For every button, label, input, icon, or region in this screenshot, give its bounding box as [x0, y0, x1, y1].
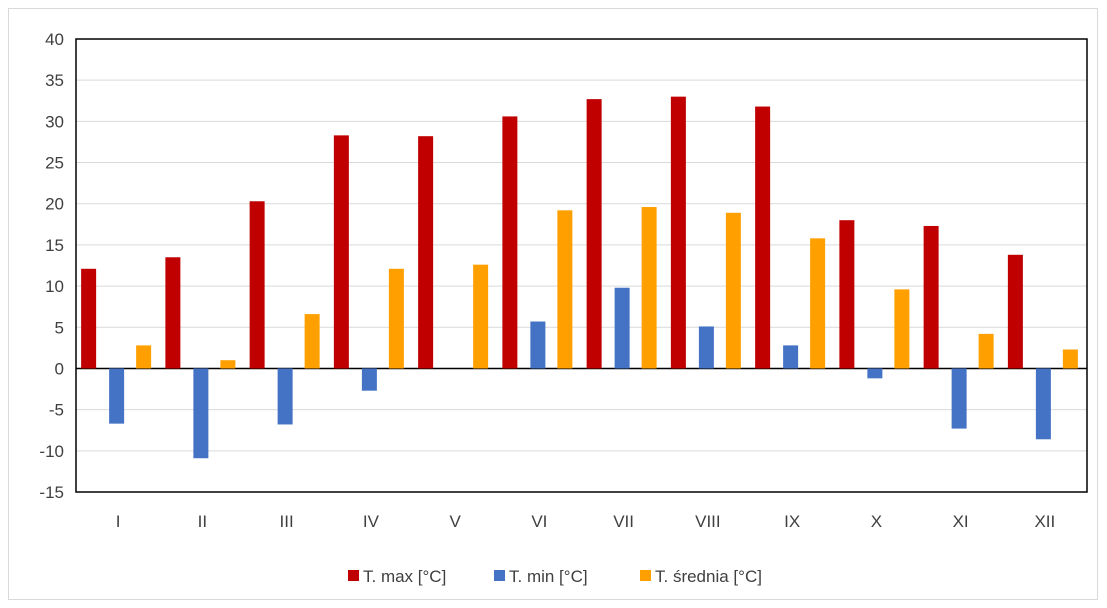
y-tick-label: 5	[55, 318, 64, 337]
x-tick-label: IV	[363, 512, 380, 531]
plot-area-border	[75, 38, 1088, 493]
x-axis-tick-labels: I II III IV V VI VII VIII IX X XI XII	[116, 512, 1056, 531]
bar-tmax-I	[81, 268, 97, 369]
bar-tavg-X	[894, 289, 910, 369]
bar-tavg-V	[473, 264, 489, 369]
bar-tmax-VI	[502, 116, 518, 369]
bar-tmax-IV	[333, 135, 349, 369]
bar-tavg-VI	[557, 210, 573, 369]
x-tick-label: VI	[531, 512, 547, 531]
x-tick-label: V	[449, 512, 461, 531]
bar-tmax-VIII	[670, 96, 686, 369]
legend: T. max [°C] T. min [°C] T. średnia [°C]	[348, 567, 762, 586]
y-tick-label: 35	[45, 71, 64, 90]
x-tick-label: VIII	[695, 512, 721, 531]
x-tick-label: II	[198, 512, 207, 531]
bar-tmin-XI	[951, 368, 967, 429]
bar-tmin-VII	[614, 287, 630, 369]
y-tick-label: 0	[55, 359, 64, 378]
x-tick-label: I	[116, 512, 121, 531]
bar-tmax-XI	[923, 225, 939, 369]
bar-tmin-XII	[1035, 368, 1051, 440]
bar-tavg-VIII	[725, 212, 741, 369]
bar-tmax-II	[165, 257, 181, 369]
bar-tavg-VII	[641, 207, 657, 369]
legend-label: T. max [°C]	[363, 567, 446, 586]
y-tick-label: 30	[45, 112, 64, 131]
bar-tavg-I	[136, 345, 152, 369]
legend-label: T. min [°C]	[509, 567, 588, 586]
y-tick-label: -15	[39, 483, 64, 502]
legend-swatch	[494, 570, 505, 581]
legend-swatch	[348, 570, 359, 581]
bar-tavg-XII	[1062, 349, 1078, 369]
bar-tavg-III	[304, 314, 320, 369]
bar-tmin-VIII	[698, 326, 714, 369]
bar-tmin-II	[193, 368, 209, 459]
y-tick-label: 20	[45, 195, 64, 214]
bar-tmin-VI	[530, 321, 546, 369]
bars	[81, 96, 1078, 459]
x-tick-label: VII	[613, 512, 634, 531]
x-tick-label: XI	[953, 512, 969, 531]
legend-label: T. średnia [°C]	[655, 567, 762, 586]
bar-tmin-IX	[783, 345, 799, 369]
bar-tmax-IX	[755, 106, 771, 369]
bar-tmin-X	[867, 368, 883, 379]
bar-tmax-III	[249, 201, 265, 369]
y-tick-label: -5	[49, 401, 64, 420]
bar-tmax-XII	[1007, 254, 1023, 369]
y-tick-label: 15	[45, 236, 64, 255]
y-tick-label: 25	[45, 154, 64, 173]
x-tick-label: X	[871, 512, 882, 531]
bar-tmin-IV	[361, 368, 377, 391]
bar-tmax-VII	[586, 99, 602, 369]
x-tick-label: XII	[1034, 512, 1055, 531]
chart-frame	[8, 8, 1098, 600]
bar-tmin-I	[109, 368, 125, 424]
x-tick-label: III	[280, 512, 294, 531]
bar-tavg-XI	[978, 333, 994, 369]
bar-tavg-IV	[388, 268, 404, 369]
x-tick-label: IX	[784, 512, 800, 531]
bar-tmin-III	[277, 368, 293, 425]
y-axis-tick-labels: 40 35 30 25 20 15 10 5 0 -5 -10 -15	[39, 30, 64, 502]
y-tick-label: 40	[45, 30, 64, 49]
bar-tavg-II	[220, 360, 236, 369]
bar-tavg-IX	[810, 238, 826, 369]
y-tick-label: -10	[39, 442, 64, 461]
y-tick-label: 10	[45, 277, 64, 296]
legend-swatch	[640, 570, 651, 581]
bar-tmax-V	[418, 136, 434, 369]
bar-tmax-X	[839, 220, 855, 369]
